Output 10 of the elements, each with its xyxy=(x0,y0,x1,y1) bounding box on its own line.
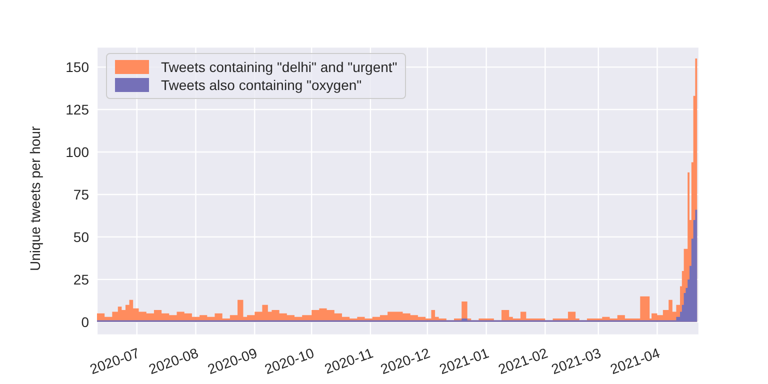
legend-label: Tweets containing "delhi" and "urgent" xyxy=(161,59,398,75)
y-tick-label: 25 xyxy=(73,271,90,288)
legend-label: Tweets also containing "oxygen" xyxy=(161,77,362,93)
y-axis-title: Unique tweets per hour xyxy=(26,126,43,271)
y-tick-label: 100 xyxy=(66,144,90,160)
y-tick-label: 0 xyxy=(81,314,90,330)
y-tick-label: 125 xyxy=(66,101,90,118)
y-tick-label: 75 xyxy=(73,186,90,202)
y-tick-label: 50 xyxy=(73,228,90,245)
y-tick-label: 150 xyxy=(66,59,90,76)
